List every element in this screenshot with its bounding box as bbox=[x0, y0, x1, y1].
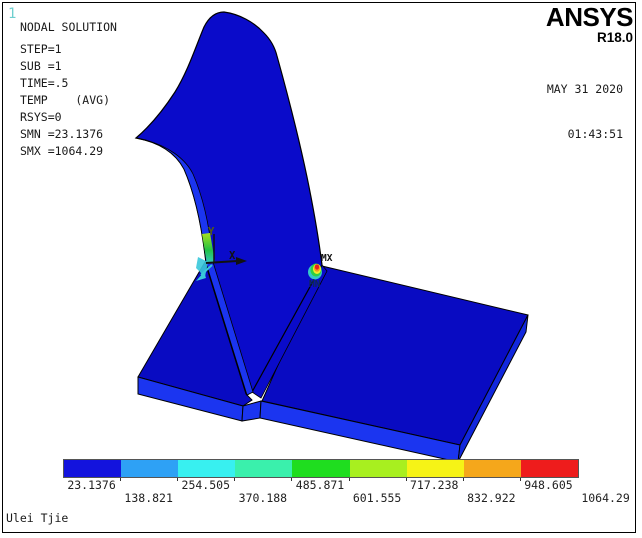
legend-tick bbox=[120, 478, 122, 481]
ansys-release: R18.0 bbox=[596, 30, 633, 45]
legend-tick bbox=[348, 478, 350, 481]
legend-value-label: 254.505 bbox=[181, 478, 230, 492]
legend-color-segment bbox=[520, 460, 578, 477]
datetime-block: MAY 31 2020 01:43:51 bbox=[547, 52, 623, 172]
legend-value-label: 832.922 bbox=[467, 491, 516, 505]
axis-x-label: X bbox=[229, 250, 236, 262]
min-node-label: MN bbox=[309, 279, 321, 290]
legend-color-segment bbox=[349, 460, 407, 477]
coordinate-triad: Y X bbox=[196, 226, 247, 281]
legend-value-label: 485.871 bbox=[295, 478, 345, 492]
legend-value-label: 138.821 bbox=[124, 491, 173, 505]
annotation-line: RSYS=0 bbox=[20, 110, 62, 124]
legend-tick bbox=[177, 478, 179, 481]
vertical-plate-thickness-edge bbox=[135, 137, 254, 396]
ansys-logo: ANSYS bbox=[545, 2, 634, 32]
legend-tick bbox=[291, 478, 293, 481]
plot-number: 1 bbox=[8, 6, 17, 22]
plot-time: 01:43:51 bbox=[567, 127, 623, 141]
legend-value-label: 23.1376 bbox=[67, 478, 116, 492]
legend-color-segment bbox=[292, 460, 350, 477]
annotation-line: NODAL SOLUTION bbox=[20, 20, 117, 34]
brand-block: ANSYS R18.0 bbox=[545, 2, 634, 45]
legend-value-label: 601.555 bbox=[352, 491, 402, 505]
legend-tick bbox=[519, 478, 521, 481]
axis-x-line bbox=[205, 260, 238, 264]
username-label: Ulei Tjie bbox=[6, 511, 69, 525]
legend-color-segment bbox=[121, 460, 179, 477]
annotation-line: TIME=.5 bbox=[20, 76, 69, 90]
legend-tick bbox=[405, 478, 407, 481]
legend-value-label: 717.238 bbox=[409, 478, 459, 492]
legend-color-segment bbox=[64, 460, 122, 477]
result-annotation-block: NODAL SOLUTION STEP=1 SUB =1 TIME=.5 TEMP (A… bbox=[20, 19, 117, 160]
axis-z-arrowhead-icon bbox=[196, 272, 206, 281]
legend-color-segment bbox=[463, 460, 521, 477]
legend-value-label: 370.188 bbox=[238, 491, 288, 505]
annotation-line: STEP=1 bbox=[20, 42, 62, 56]
legend-color-segment bbox=[406, 460, 464, 477]
annotation-line: TEMP (AVG) bbox=[20, 93, 111, 107]
axis-y-label: Y bbox=[208, 226, 215, 238]
annotation-line: SMX =1064.29 bbox=[20, 144, 104, 158]
legend-tick bbox=[462, 478, 464, 481]
weld-start-heat-gradient bbox=[202, 233, 215, 264]
axis-x-arrowhead-icon bbox=[236, 257, 247, 265]
annotation-line: SMN =23.1376 bbox=[20, 127, 104, 141]
annotation-line: SUB =1 bbox=[20, 59, 62, 73]
legend-tick bbox=[234, 478, 236, 481]
max-node-label: MX bbox=[321, 253, 333, 264]
legend-color-segment bbox=[178, 460, 236, 477]
legend-value-label: 1064.29 bbox=[581, 491, 630, 505]
plot-date: MAY 31 2020 bbox=[546, 82, 623, 96]
legend-color-segment bbox=[235, 460, 293, 477]
contour-legend-bar bbox=[63, 459, 579, 478]
legend-value-label: 948.605 bbox=[524, 478, 573, 492]
hotspot-max-temperature bbox=[308, 263, 322, 280]
